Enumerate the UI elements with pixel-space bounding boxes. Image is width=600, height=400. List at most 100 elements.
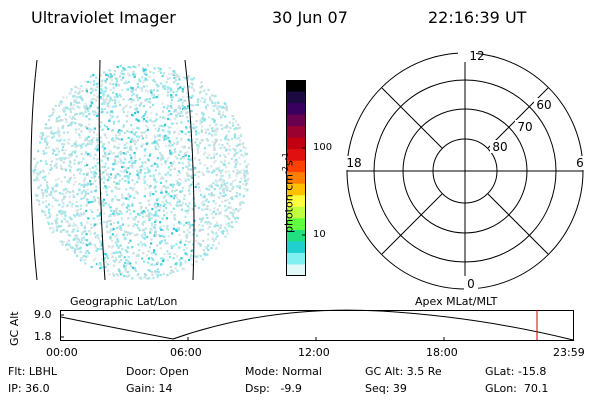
uv-pixel <box>156 134 159 137</box>
uv-pixel <box>169 87 172 90</box>
uv-pixel <box>33 166 37 169</box>
uv-pixel <box>182 107 185 110</box>
uv-pixel <box>36 176 39 179</box>
uv-pixel <box>67 124 70 127</box>
mlt-label-18: 18 <box>346 156 361 170</box>
uv-pixel <box>60 100 63 103</box>
uv-pixel <box>56 132 59 135</box>
uv-pixel <box>74 236 77 239</box>
uv-pixel <box>132 210 136 213</box>
uv-pixel <box>239 202 242 205</box>
uv-pixel <box>107 203 110 206</box>
uv-pixel <box>130 156 133 159</box>
lat-label-60: 60 <box>536 98 551 112</box>
uv-pixel <box>133 157 136 160</box>
uv-pixel <box>60 167 63 170</box>
uv-pixel <box>156 197 159 200</box>
uv-pixel <box>145 73 148 76</box>
uv-pixel <box>113 73 116 76</box>
uv-pixel <box>154 223 157 226</box>
uv-pixel <box>147 257 151 260</box>
uv-pixel <box>246 182 249 185</box>
uv-pixel <box>56 147 59 150</box>
uv-pixel <box>232 118 235 121</box>
uv-pixel <box>60 180 63 183</box>
uv-pixel <box>130 163 133 166</box>
uv-pixel <box>139 169 143 172</box>
uv-pixel <box>130 89 133 92</box>
uv-pixel <box>106 193 109 196</box>
uv-pixel <box>86 173 89 176</box>
uv-pixel <box>245 169 248 172</box>
uv-pixel <box>100 247 103 250</box>
uv-pixel <box>157 233 160 236</box>
uv-pixel <box>225 185 228 188</box>
uv-pixel <box>173 148 176 151</box>
uv-pixel <box>68 142 71 145</box>
uv-pixel <box>60 164 63 167</box>
uv-pixel <box>172 271 175 274</box>
uv-pixel <box>133 143 136 146</box>
uv-pixel <box>167 86 170 89</box>
uv-pixel <box>180 137 183 140</box>
uv-pixel <box>173 117 177 120</box>
uv-pixel <box>86 80 89 83</box>
uv-pixel <box>76 248 80 251</box>
uv-pixel <box>100 84 103 87</box>
uv-pixel <box>74 122 77 125</box>
uv-pixel <box>47 203 51 206</box>
uv-pixel <box>227 224 230 228</box>
unit-exp1: -2 <box>281 166 290 175</box>
uv-pixel <box>100 178 103 181</box>
uv-pixel <box>146 79 149 82</box>
uv-pixel <box>41 210 45 213</box>
uv-pixel <box>112 221 115 224</box>
uv-pixel <box>184 152 187 155</box>
uv-pixel <box>170 106 173 110</box>
uv-pixel <box>161 155 164 158</box>
uv-pixel <box>182 76 185 79</box>
uv-pixel <box>137 177 140 181</box>
uv-pixel <box>160 191 163 194</box>
colorbar-cell <box>286 80 306 93</box>
uv-pixel <box>233 128 236 131</box>
uv-pixel <box>158 172 161 175</box>
uv-pixel <box>128 131 132 134</box>
uv-pixel <box>183 230 186 233</box>
uv-pixel <box>146 167 149 170</box>
uv-pixel <box>109 96 112 99</box>
uv-pixel <box>190 78 193 81</box>
uv-pixel <box>225 166 228 169</box>
uv-pixel <box>141 81 144 84</box>
uv-pixel <box>215 221 219 224</box>
uv-pixel <box>144 273 147 276</box>
uv-pixel <box>176 140 179 143</box>
uv-pixel <box>232 180 235 183</box>
uv-pixel <box>173 214 176 217</box>
uv-pixel <box>237 137 240 140</box>
uv-pixel <box>60 138 63 141</box>
uv-pixel <box>84 110 87 113</box>
uv-pixel <box>44 211 47 214</box>
uv-pixel <box>133 182 136 186</box>
uv-pixel <box>153 162 156 165</box>
uv-pixel <box>122 233 125 236</box>
uv-pixel <box>211 230 214 233</box>
uv-pixel <box>162 177 165 180</box>
uv-pixel <box>98 201 101 204</box>
uv-pixel <box>134 73 137 76</box>
uv-pixel <box>122 152 125 155</box>
uv-pixel <box>232 208 235 212</box>
uv-pixel <box>141 257 144 260</box>
uv-pixel <box>163 84 166 87</box>
uv-pixel <box>221 113 224 117</box>
uv-pixel <box>214 101 217 104</box>
uv-pixel <box>52 148 55 151</box>
uv-pixel <box>188 221 191 224</box>
uv-pixel <box>134 160 137 163</box>
uv-pixel <box>137 175 140 178</box>
uv-pixel <box>45 205 48 209</box>
uv-pixel <box>74 234 77 237</box>
uv-pixel <box>104 169 107 172</box>
uv-pixel <box>215 140 218 143</box>
